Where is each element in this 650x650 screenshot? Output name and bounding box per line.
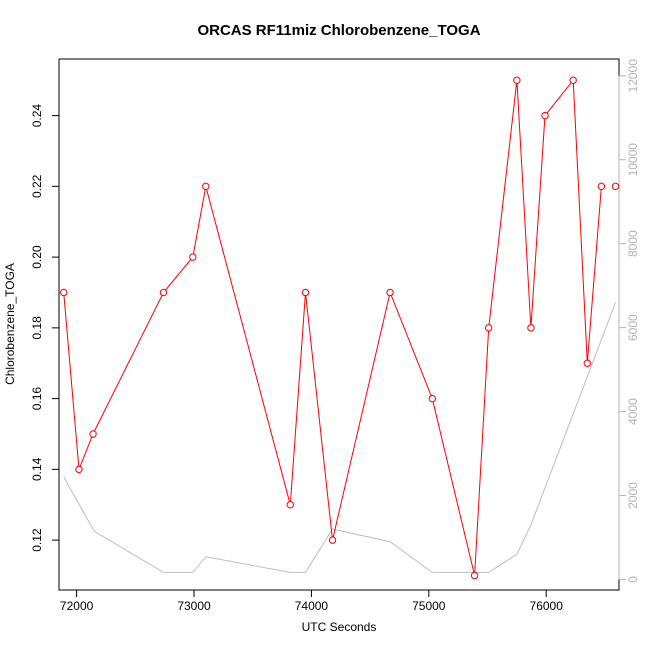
data-point <box>527 324 535 332</box>
y-tick-label: 0.22 <box>30 174 44 198</box>
data-point <box>328 536 337 544</box>
data-point <box>470 571 479 580</box>
y2-tick-label: 2000 <box>626 482 640 509</box>
data-point <box>386 288 394 297</box>
data-point <box>202 182 210 191</box>
y2-tick-label: 6000 <box>626 314 640 341</box>
data-point <box>59 288 68 297</box>
data-point <box>286 501 294 509</box>
x-tick-label: 74000 <box>295 599 329 613</box>
data-point <box>484 324 493 332</box>
y2-tick-label: 0 <box>626 576 640 583</box>
data-point <box>611 182 620 191</box>
data-point <box>89 430 97 438</box>
x-tick-label: 72000 <box>60 599 94 613</box>
y-axis-title: Chlorobenzene_TOGA <box>3 263 17 385</box>
data-point <box>159 288 168 297</box>
data-point <box>189 253 197 261</box>
chart-title: ORCAS RF11miz Chlorobenzene_TOGA <box>197 22 480 39</box>
x-axis-title: UTC Seconds <box>302 620 377 634</box>
data-point <box>428 394 437 403</box>
data-point <box>597 182 606 191</box>
data-point <box>583 359 592 367</box>
data-point <box>569 76 577 84</box>
y-tick-label: 0.18 <box>30 316 44 340</box>
y-tick-label: 0.12 <box>30 528 44 552</box>
y-tick-label: 0.24 <box>30 104 44 128</box>
data-point <box>75 465 83 474</box>
y-tick-label: 0.16 <box>30 387 44 411</box>
x-tick-label: 73000 <box>177 599 211 613</box>
y2-tick-label: 12000 <box>626 59 640 93</box>
y-axis-right: 0 2000 4000 6000 8000 10000 12000 <box>618 59 640 583</box>
y2-tick-label: 8000 <box>626 230 640 257</box>
x-axis: 72000 73000 74000 75000 76000 <box>60 589 564 613</box>
data-point <box>513 76 521 84</box>
x-tick-label: 75000 <box>412 599 446 613</box>
y-axis-left: 0.12 0.14 0.16 0.18 0.20 0.22 0.24 <box>30 104 60 552</box>
y-tick-label: 0.20 <box>30 245 44 269</box>
y-tick-label: 0.14 <box>30 457 44 481</box>
data-point <box>541 111 549 120</box>
y2-tick-label: 4000 <box>626 398 640 425</box>
data-point <box>301 288 310 297</box>
series-layer <box>59 76 620 580</box>
x-tick-label: 76000 <box>530 599 564 613</box>
y2-tick-label: 10000 <box>626 143 640 177</box>
series-line-right <box>63 302 616 573</box>
